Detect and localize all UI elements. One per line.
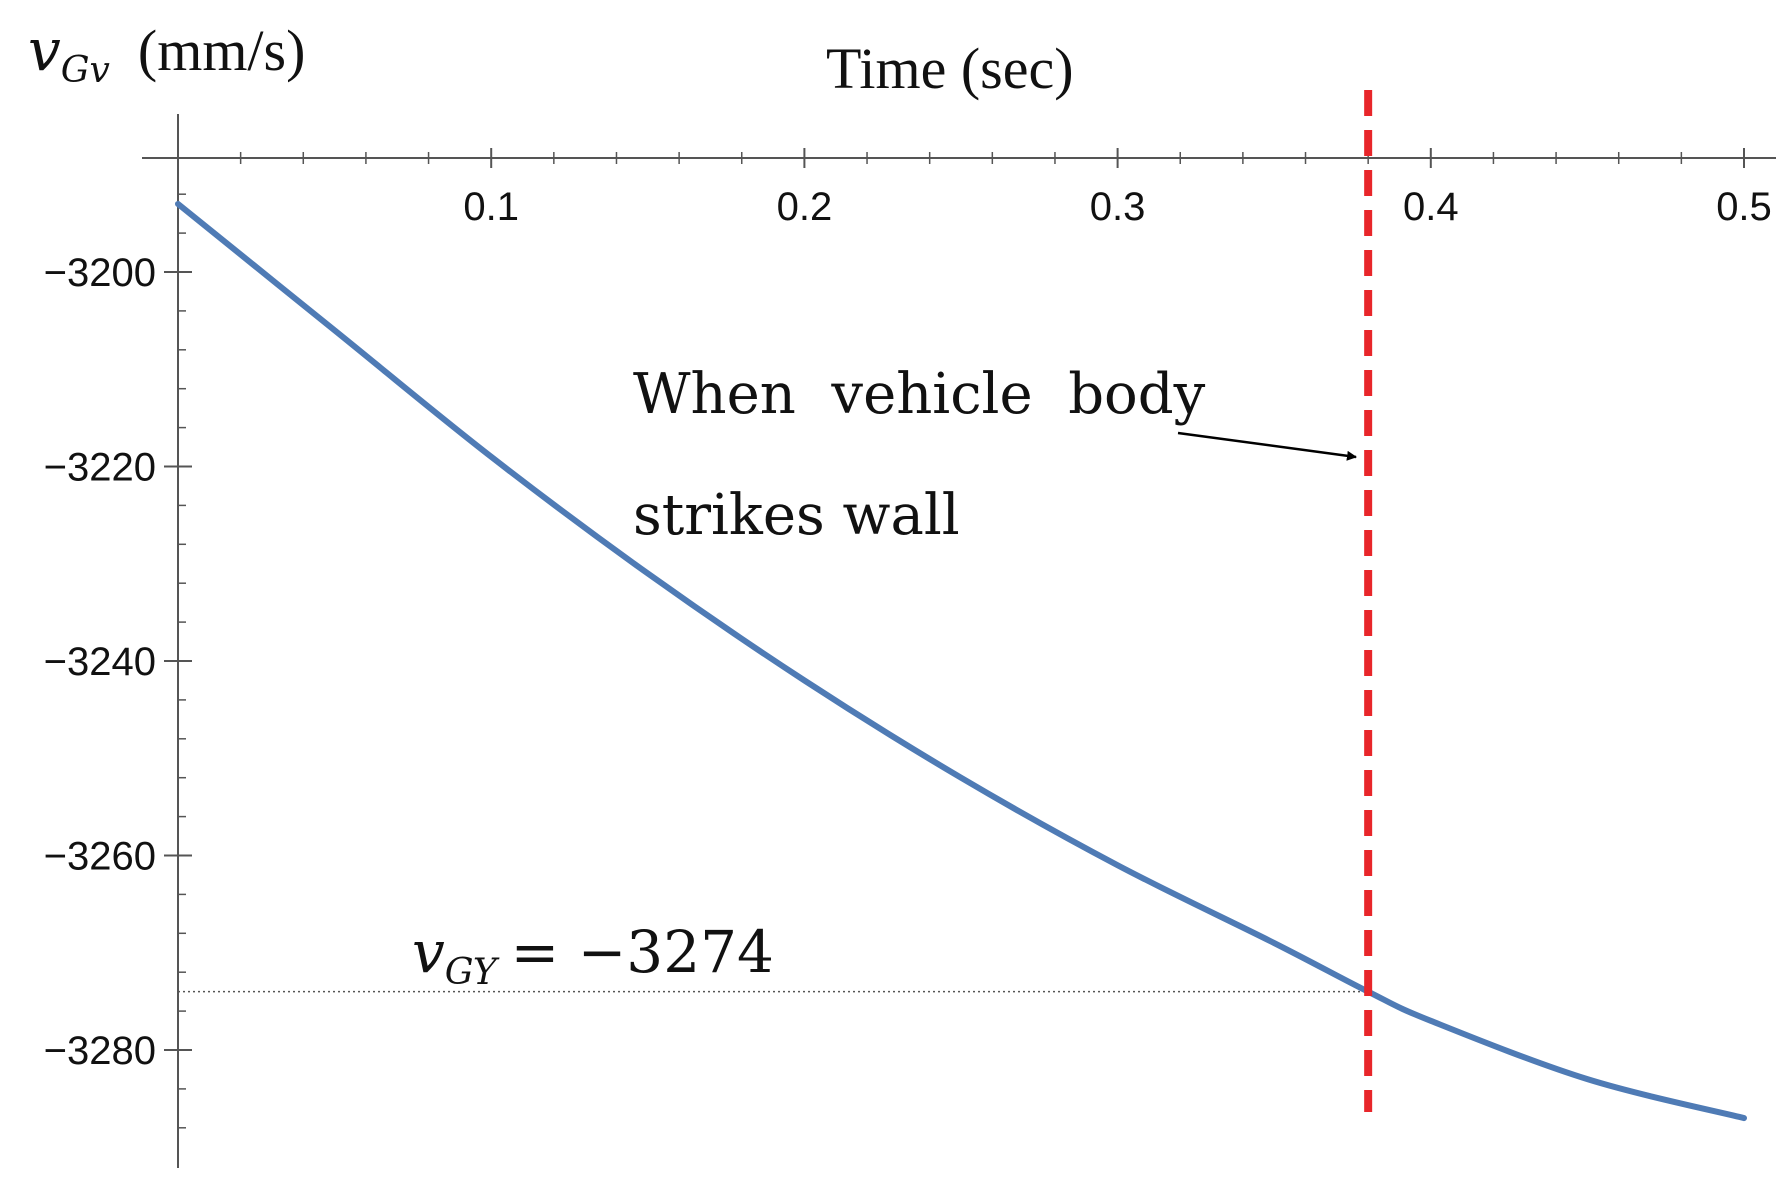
reference-value: = −3274 — [511, 918, 774, 986]
y-tick-label: −3260 — [44, 835, 156, 879]
y-axis-title: vGv (mm/s) — [28, 16, 305, 91]
x-tick-label: 0.4 — [1403, 185, 1459, 229]
y-axis-subscript: Gv — [61, 50, 110, 91]
x-tick-label: 0.5 — [1716, 185, 1772, 229]
axis-tick-labels: 0.1 0.2 0.3 0.4 0.5 −3200 −3220 −3240 −3260 −3280 — [44, 185, 1772, 1073]
y-tick-label: −3220 — [44, 446, 156, 490]
y-tick-label: −3200 — [44, 251, 156, 295]
event-arrow — [1177, 431, 1357, 461]
axis-ticks — [164, 148, 1745, 1129]
reference-label: vGY = −3274 — [412, 918, 774, 993]
reference-subscript: GY — [445, 952, 500, 993]
series-line — [175, 200, 1747, 1122]
reference-symbol: v — [412, 918, 445, 986]
x-tick-label: 0.2 — [777, 185, 833, 229]
series-layer — [175, 200, 1747, 1122]
y-tick-label: −3240 — [44, 640, 156, 684]
event-text-line1: When vehicle body — [633, 362, 1206, 427]
x-axis-title: Time (sec) — [826, 36, 1074, 101]
y-axis-symbol: v — [28, 16, 61, 84]
x-tick-label: 0.3 — [1090, 185, 1146, 229]
x-tick-label: 0.1 — [463, 185, 519, 229]
y-tick-label: −3280 — [44, 1029, 156, 1073]
y-axis-units: (mm/s) — [138, 18, 306, 83]
event-text-line2: strikes wall — [633, 483, 960, 548]
